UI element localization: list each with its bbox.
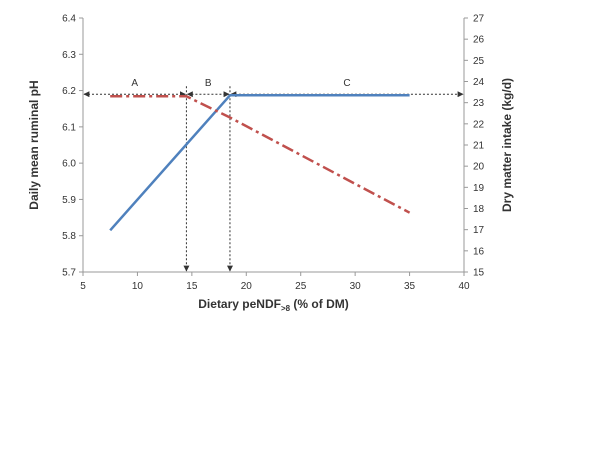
- y-right-tick-label: 17: [473, 225, 485, 236]
- y-right-tick-label: 15: [473, 268, 485, 279]
- x-axis-title-tail: (% of DM): [290, 297, 349, 311]
- x-tick-label: 40: [458, 281, 470, 292]
- x-tick-label: 5: [80, 281, 86, 292]
- x-tick-label: 10: [132, 281, 144, 292]
- x-tick-label: 30: [350, 281, 362, 292]
- axes-group: [82, 18, 465, 273]
- series-line-dmi: [110, 95, 411, 214]
- y-right-tick-label: 19: [473, 183, 485, 194]
- y-right-axis-title: Dry matter intake (kg/d): [500, 78, 514, 212]
- zone-label-a: A: [131, 78, 138, 89]
- series-lines: [109, 94, 411, 232]
- y-left-axis-title: Daily mean ruminal pH: [27, 80, 41, 209]
- y-right-tick-label: 23: [473, 98, 485, 109]
- y-right-tick-label: 18: [473, 204, 485, 215]
- zone-label-c: C: [343, 78, 350, 89]
- x-tick-label: 20: [241, 281, 253, 292]
- y-right-tick-label: 20: [473, 162, 485, 173]
- y-left-tick-label: 5.7: [62, 268, 76, 279]
- x-axis-title-main: Dietary peNDF: [198, 297, 281, 311]
- y-right-tick-label: 24: [473, 77, 485, 88]
- x-tick-label: 25: [295, 281, 307, 292]
- y-left-tick-label: 6.0: [62, 159, 76, 170]
- series-line-ph: [109, 94, 410, 232]
- y-right-tick-label: 27: [473, 14, 485, 25]
- x-tick-label: 15: [186, 281, 198, 292]
- y-right-tick-label: 21: [473, 141, 485, 152]
- y-right-tick-label: 26: [473, 35, 485, 46]
- y-left-tick-label: 5.8: [62, 231, 76, 242]
- y-left-tick-label: 6.1: [62, 122, 76, 133]
- x-axis-title-sub: >8: [281, 304, 291, 313]
- y-left-tick-label: 5.9: [62, 195, 76, 206]
- y-left-tick-label: 6.2: [62, 86, 76, 97]
- zone-label-b: B: [205, 78, 212, 89]
- y-left-tick-labels: 5.7 5.8 5.9 6.0 6.1 6.2 6.3 6.4: [62, 14, 83, 279]
- x-tick-label: 35: [404, 281, 416, 292]
- x-tick-labels: 5 10 15 20 25 30 35 40: [80, 272, 470, 292]
- y-right-tick-label: 25: [473, 56, 485, 67]
- y-right-tick-label: 22: [473, 119, 485, 130]
- y-left-tick-label: 6.3: [62, 50, 76, 61]
- zone-arrows: A B C: [83, 78, 464, 98]
- y-right-tick-label: 16: [473, 246, 485, 257]
- y-right-tick-labels: 15 16 17 18 19 20 21 22 23 24 25 26 27: [464, 14, 485, 279]
- vertical-marker-lines: [183, 86, 233, 272]
- x-axis-title: Dietary peNDF>8 (% of DM): [198, 297, 348, 313]
- y-left-tick-label: 6.4: [62, 14, 76, 25]
